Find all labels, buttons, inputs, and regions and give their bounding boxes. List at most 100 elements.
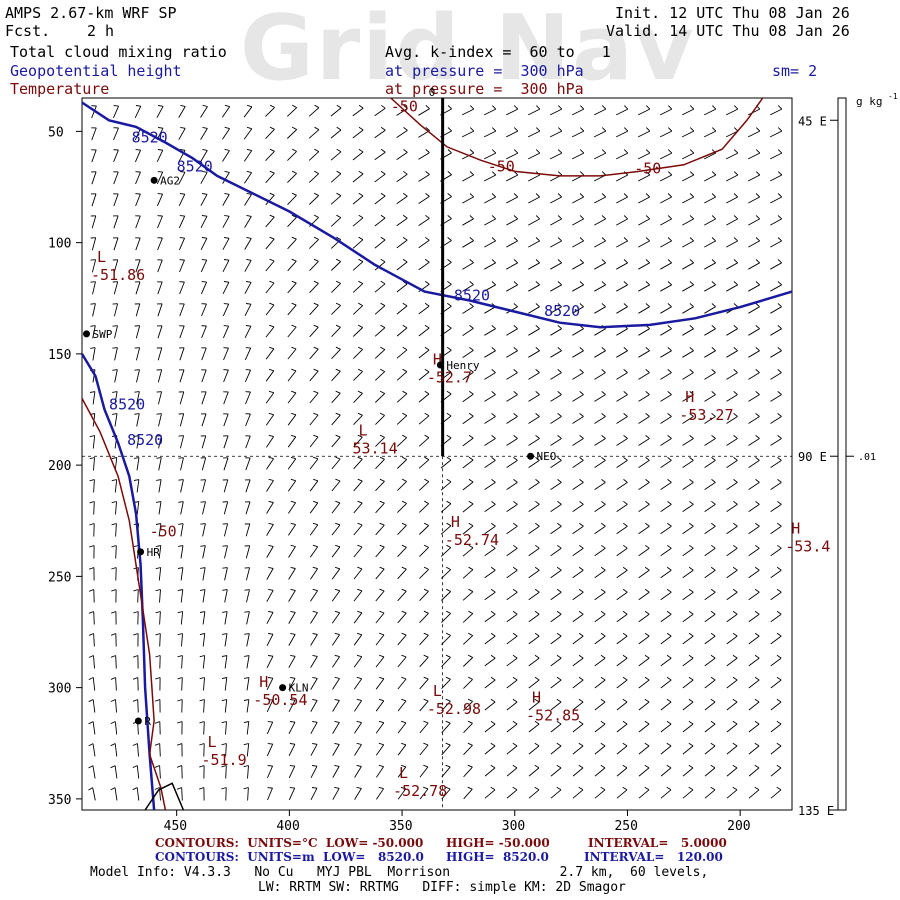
wind-barb	[331, 502, 341, 514]
wind-barb-flag	[424, 324, 430, 329]
wind-barb-flag	[199, 743, 205, 746]
wind-barb-flag	[469, 281, 474, 285]
wind-barb-flag	[335, 324, 341, 328]
wind-barb	[726, 196, 738, 204]
footer-height-high: HIGH= 8520.0	[446, 850, 549, 864]
wind-barb	[572, 635, 584, 645]
wind-barb	[157, 391, 163, 405]
wind-barb	[638, 745, 650, 755]
wind-barb-flag	[401, 478, 407, 482]
wind-barb	[506, 679, 518, 689]
wind-barb-flag	[512, 632, 518, 637]
wind-barb-flag	[467, 654, 473, 658]
wind-barb	[223, 413, 229, 427]
wind-barb	[352, 107, 364, 117]
wind-barb-flag	[447, 171, 452, 176]
wind-barb-flag	[667, 237, 673, 242]
wind-barb-flag	[513, 325, 518, 330]
wind-barb	[638, 679, 650, 689]
wind-barb-flag	[622, 698, 628, 703]
wind-barb	[748, 789, 760, 799]
wind-barb	[265, 414, 275, 426]
wind-barb-flag	[133, 589, 139, 592]
wind-barb-flag	[379, 654, 385, 658]
wind-barb	[287, 348, 297, 360]
wind-barb-flag	[755, 457, 760, 461]
wind-barb	[396, 108, 408, 116]
wind-barb	[287, 480, 297, 492]
wind-barb-flag	[557, 237, 563, 242]
wind-barb-flag	[445, 742, 451, 746]
wind-barb	[178, 237, 186, 251]
wind-barb-flag	[755, 435, 760, 439]
smoothing: sm= 2	[772, 62, 818, 80]
wind-barb-flag	[358, 258, 364, 263]
wind-barb-flag	[111, 501, 117, 504]
wind-barb	[704, 460, 716, 468]
wind-barb-flag	[600, 566, 606, 571]
colorbar-unit-exponent: -1	[888, 92, 898, 101]
wind-barb-flag	[556, 786, 562, 791]
wind-barb	[660, 767, 672, 777]
wind-barb	[245, 457, 251, 471]
wind-barb-flag	[358, 170, 364, 175]
wind-barb-flag	[600, 764, 606, 769]
wind-barb-flag	[445, 676, 451, 680]
wind-barb-flag	[513, 457, 518, 461]
wind-barb-flag	[336, 148, 342, 153]
wind-barb-flag	[711, 325, 716, 330]
wind-barb	[441, 722, 451, 734]
wind-barb-flag	[512, 654, 518, 659]
wind-barb-flag	[579, 259, 584, 264]
wind-barb-flag	[423, 786, 429, 790]
wind-barb-flag	[711, 259, 716, 264]
wind-barb	[441, 788, 451, 800]
wind-barb	[310, 656, 318, 668]
wind-barb-flag	[155, 589, 161, 592]
wind-barb	[375, 546, 385, 558]
wind-barb-flag	[710, 720, 716, 725]
wind-barb-flag	[335, 258, 341, 262]
wind-barb-flag	[556, 566, 562, 571]
wind-barb-flag	[601, 303, 606, 308]
wind-barb-flag	[689, 457, 694, 461]
wind-barb-flag	[513, 347, 518, 352]
wind-barb-flag	[313, 214, 319, 218]
wind-barb-flag	[557, 500, 562, 505]
wind-barb	[748, 569, 760, 579]
wind-barb-flag	[178, 523, 184, 525]
wind-barb	[225, 765, 227, 779]
wind-barb	[616, 613, 628, 623]
wind-barb-flag	[601, 127, 607, 132]
wind-barb	[572, 328, 584, 336]
wind-barb-flag	[644, 676, 650, 681]
wind-barb	[353, 524, 363, 536]
wind-barb	[770, 547, 782, 557]
wind-barb	[224, 589, 228, 603]
wind-barb-flag	[777, 237, 783, 242]
wind-barb	[550, 218, 562, 226]
wind-barb	[682, 438, 694, 446]
wind-barb-flag	[379, 500, 385, 504]
wind-barb	[615, 108, 629, 116]
wind-barb-flag	[733, 413, 738, 417]
wind-barb	[682, 657, 694, 667]
wind-barb-flag	[557, 522, 562, 527]
wind-barb	[244, 172, 252, 184]
wind-barb	[246, 589, 250, 603]
wind-barb-flag	[201, 259, 207, 261]
wind-barb	[288, 699, 296, 713]
wind-barb-flag	[666, 632, 672, 637]
wind-barb-flag	[313, 434, 319, 438]
wind-barb-flag	[380, 170, 386, 175]
wind-barb-flag	[711, 479, 716, 483]
wind-barb-flag	[755, 391, 760, 395]
wind-barb-flag	[733, 457, 738, 461]
wind-barb	[287, 282, 297, 294]
wind-barb	[419, 766, 429, 778]
wind-barb	[638, 569, 650, 579]
wind-barb-flag	[667, 479, 672, 483]
wind-barb	[114, 347, 118, 361]
wind-barb	[550, 679, 562, 689]
wind-barb	[222, 259, 230, 273]
